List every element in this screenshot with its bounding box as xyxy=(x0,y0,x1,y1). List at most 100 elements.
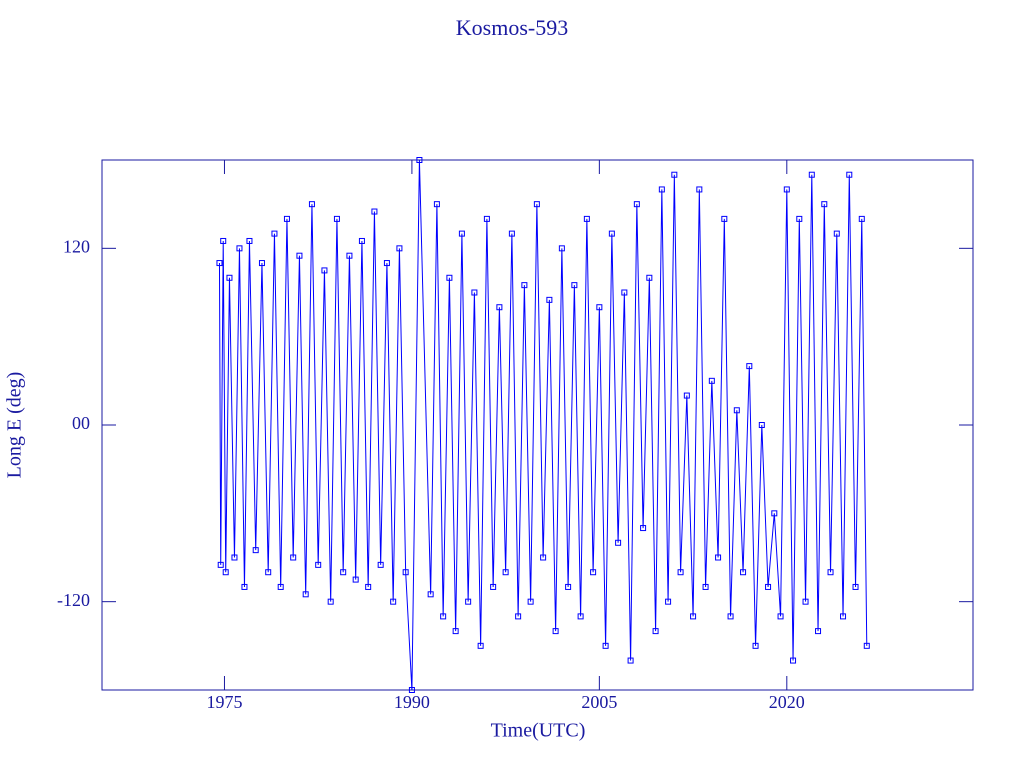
data-point xyxy=(746,363,753,370)
data-point xyxy=(671,171,678,178)
data-point xyxy=(808,171,815,178)
data-point xyxy=(821,201,828,208)
data-point xyxy=(433,201,440,208)
x-tick-label: 1975 xyxy=(206,692,242,712)
data-point xyxy=(452,628,459,635)
data-point xyxy=(296,252,303,259)
data-point xyxy=(546,296,553,303)
data-point xyxy=(783,186,790,193)
chart-title: Kosmos-593 xyxy=(456,15,568,40)
data-point xyxy=(571,282,578,289)
data-point xyxy=(327,598,334,605)
x-tick-label: 2005 xyxy=(581,692,617,712)
data-point xyxy=(515,613,522,620)
data-point xyxy=(696,186,703,193)
data-point xyxy=(621,289,628,296)
data-point xyxy=(352,576,359,583)
data-point xyxy=(508,230,515,237)
data-point xyxy=(236,245,243,252)
data-point xyxy=(752,642,759,649)
data-point xyxy=(565,583,572,590)
data-point xyxy=(646,274,653,281)
data-point xyxy=(733,407,740,414)
data-point xyxy=(358,237,365,244)
data-point xyxy=(446,274,453,281)
x-tick-label: 1990 xyxy=(394,692,430,712)
data-point xyxy=(365,583,372,590)
data-point xyxy=(533,201,540,208)
data-point xyxy=(758,422,765,428)
data-line xyxy=(218,159,868,691)
data-point xyxy=(402,569,409,576)
data-point xyxy=(858,215,865,222)
data-point xyxy=(315,561,322,568)
data-point xyxy=(231,554,238,561)
data-point xyxy=(396,245,403,252)
data-point xyxy=(440,613,447,620)
y-tick-label: 120 xyxy=(63,236,90,256)
data-point xyxy=(216,260,223,267)
data-point xyxy=(583,215,590,222)
data-point xyxy=(220,237,227,244)
data-point xyxy=(802,598,809,605)
data-point xyxy=(833,230,840,237)
data-point xyxy=(527,598,534,605)
data-point xyxy=(427,591,434,598)
data-point xyxy=(596,304,603,311)
data-point xyxy=(222,569,229,576)
data-point xyxy=(226,274,233,281)
y-tick-label: 00 xyxy=(72,413,90,433)
data-point xyxy=(677,569,684,576)
data-point xyxy=(633,201,640,208)
data-point xyxy=(308,201,315,208)
data-point xyxy=(790,657,797,664)
data-point xyxy=(652,628,659,635)
data-point xyxy=(340,569,347,576)
data-point xyxy=(840,613,847,620)
data-point xyxy=(217,561,224,568)
data-point xyxy=(765,583,772,590)
data-point xyxy=(690,613,697,620)
data-point xyxy=(727,613,734,620)
data-point xyxy=(540,554,547,561)
data-point xyxy=(640,525,647,532)
data-point xyxy=(290,554,297,561)
data-point xyxy=(277,583,284,590)
data-point xyxy=(846,171,853,178)
data-point xyxy=(477,642,484,649)
data-point xyxy=(740,569,747,576)
data-point xyxy=(465,598,472,605)
data-point xyxy=(302,591,309,598)
data-point xyxy=(721,215,728,222)
data-point xyxy=(708,377,715,384)
y-tick-label: -120 xyxy=(57,590,90,610)
data-point xyxy=(271,230,278,237)
x-tick-label: 2020 xyxy=(769,692,805,712)
data-point xyxy=(241,583,248,590)
data-point xyxy=(608,230,615,237)
data-point xyxy=(321,267,328,274)
data-point xyxy=(252,547,259,554)
data-point xyxy=(490,583,497,590)
data-point xyxy=(458,230,465,237)
data-point xyxy=(471,289,478,296)
data-point xyxy=(602,642,609,649)
data-point xyxy=(246,237,253,244)
data-point xyxy=(715,554,722,561)
data-point xyxy=(521,282,528,289)
data-point xyxy=(502,569,509,576)
data-point xyxy=(558,245,565,252)
y-axis-label: Long E (deg) xyxy=(4,372,26,479)
data-point xyxy=(827,569,834,576)
data-point xyxy=(333,215,340,222)
data-point xyxy=(852,583,859,590)
x-axis-label: Time(UTC) xyxy=(491,720,586,742)
data-point xyxy=(863,642,870,649)
data-point xyxy=(390,598,397,605)
data-point xyxy=(615,539,622,546)
data-point xyxy=(496,304,503,311)
data-point xyxy=(258,260,265,267)
data-point xyxy=(815,628,822,635)
data-point xyxy=(408,687,415,693)
